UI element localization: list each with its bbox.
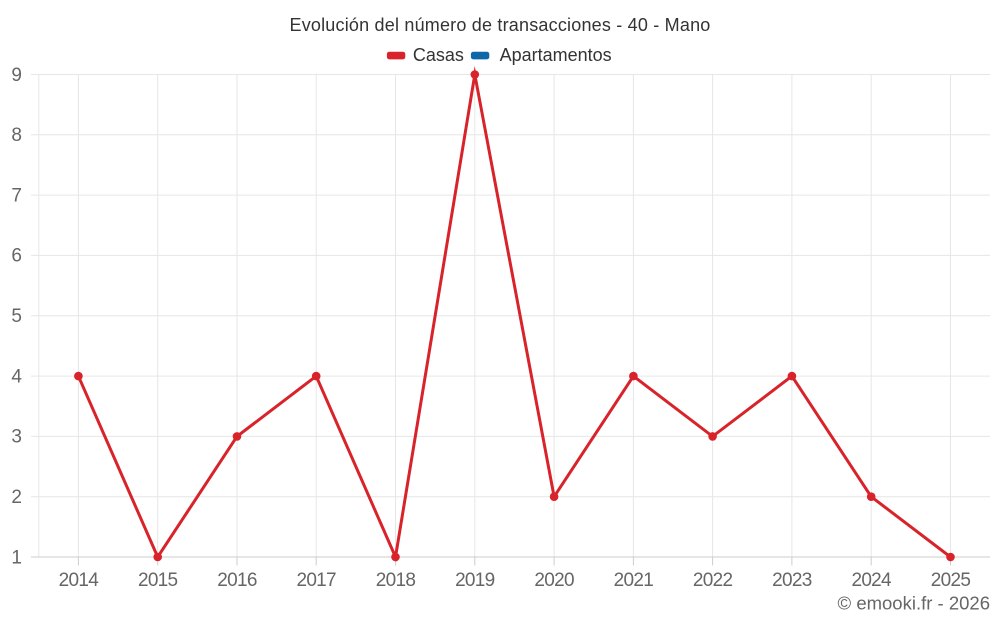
svg-text:2018: 2018 [376,570,416,591]
svg-text:4: 4 [11,366,22,387]
svg-text:Apartamentos: Apartamentos [500,45,612,65]
svg-text:2022: 2022 [693,570,733,591]
svg-text:9: 9 [11,65,22,86]
svg-text:2024: 2024 [851,570,892,591]
svg-text:2019: 2019 [455,570,495,591]
svg-text:3: 3 [11,427,22,448]
svg-text:2014: 2014 [59,570,100,591]
svg-text:2: 2 [11,487,22,508]
svg-text:© emooki.fr - 2026: © emooki.fr - 2026 [838,593,990,614]
svg-text:2023: 2023 [772,570,812,591]
svg-text:6: 6 [11,246,22,267]
svg-text:8: 8 [11,125,22,146]
svg-text:1: 1 [11,547,22,568]
svg-text:2016: 2016 [217,570,257,591]
svg-text:2020: 2020 [534,570,574,591]
svg-text:2017: 2017 [296,570,336,591]
svg-text:2021: 2021 [614,570,654,591]
svg-text:Casas: Casas [413,45,464,65]
svg-text:2025: 2025 [931,570,971,591]
svg-text:Evolución del número de transa: Evolución del número de transacciones - … [289,15,710,35]
svg-text:5: 5 [11,306,22,327]
svg-text:2015: 2015 [138,570,178,591]
svg-text:7: 7 [11,185,22,206]
